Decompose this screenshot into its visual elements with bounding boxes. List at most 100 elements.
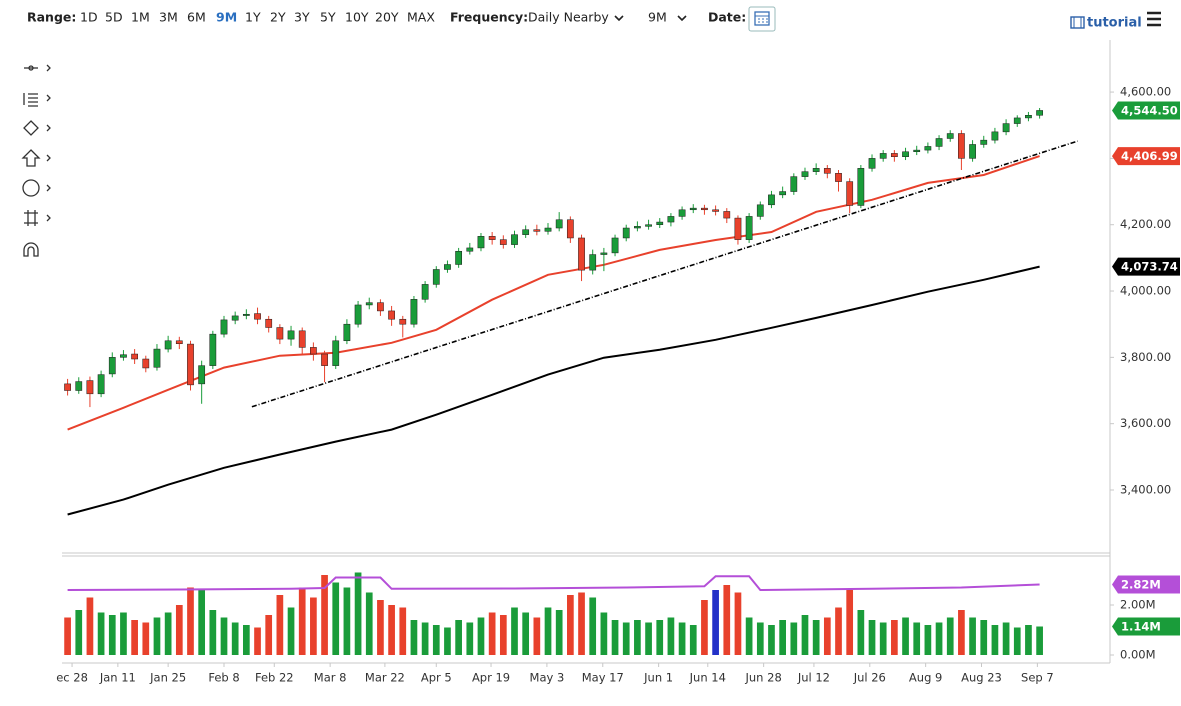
- volume-bar: [946, 617, 954, 655]
- menu-button[interactable]: [1147, 11, 1161, 27]
- volume-bar: [321, 575, 328, 655]
- tool-shape[interactable]: [23, 120, 51, 136]
- x-tick-label: Mar 22: [365, 671, 405, 685]
- volume-bar: [276, 595, 284, 655]
- x-tick-label: Jul 26: [853, 671, 886, 685]
- candle-body: [242, 313, 250, 316]
- volume-bar: [790, 622, 798, 655]
- tutorial-link[interactable]: tutorial: [1070, 16, 1142, 31]
- candle-body: [555, 219, 563, 229]
- candle-body: [377, 302, 384, 312]
- x-tick-label: Sep 7: [1021, 671, 1054, 685]
- x-tick-label: May 3: [530, 671, 565, 685]
- x-tick-label: Jan 11: [99, 671, 136, 685]
- candle-body: [544, 227, 552, 232]
- range-option[interactable]: 1D: [80, 10, 98, 25]
- candle-body: [812, 168, 820, 172]
- volume-bar: [701, 600, 708, 655]
- tutorial-text[interactable]: tutorial: [1087, 16, 1142, 31]
- range-option[interactable]: 1Y: [245, 10, 261, 25]
- x-tick-label: May 17: [582, 671, 624, 685]
- tool-fib[interactable]: [23, 93, 51, 107]
- candle-body: [857, 168, 865, 206]
- candle-body: [466, 247, 474, 252]
- candle-body: [1036, 110, 1043, 116]
- volume-bar: [97, 612, 105, 655]
- candle-body: [354, 304, 362, 325]
- volume-bar: [868, 620, 876, 655]
- candle-body: [365, 302, 373, 306]
- candle-body: [175, 340, 183, 345]
- volume-bar: [142, 622, 150, 655]
- range-option[interactable]: 5Y: [320, 10, 336, 25]
- volume-bar: [209, 610, 217, 655]
- range-option[interactable]: MAX: [407, 10, 435, 25]
- y-tick-label: 3,600.00: [1120, 416, 1171, 430]
- range-option[interactable]: 5D: [105, 10, 123, 25]
- candle-body: [667, 216, 675, 223]
- range-option[interactable]: 20Y: [375, 10, 399, 25]
- x-tick-label: Aug 9: [909, 671, 942, 685]
- volume-bar: [600, 612, 608, 655]
- price-tag-label: 4,073.74: [1121, 260, 1178, 274]
- volume-bar: [734, 592, 742, 655]
- volume-bar: [779, 620, 786, 655]
- volume-bar: [466, 622, 474, 655]
- calendar-button[interactable]: [748, 6, 776, 32]
- candle-body: [656, 221, 664, 225]
- frequency-select[interactable]: Daily Nearby: [528, 10, 609, 25]
- volume-bar: [768, 625, 775, 655]
- x-tick-label: ec 28: [56, 671, 88, 685]
- volume-bar: [1025, 625, 1032, 655]
- range-option[interactable]: 9M: [216, 10, 237, 25]
- volume-bar: [645, 622, 652, 655]
- volume-bar: [835, 607, 842, 655]
- volume-bar: [622, 622, 630, 655]
- price-tag-label: 2.82M: [1121, 578, 1161, 592]
- candle-body: [153, 348, 161, 368]
- candle-body: [701, 207, 708, 211]
- tool-measure[interactable]: [24, 210, 51, 226]
- volume-bar: [421, 622, 429, 655]
- tool-note[interactable]: [22, 179, 51, 197]
- volume-bar: [857, 610, 865, 655]
- tool-arrow[interactable]: [21, 149, 51, 167]
- tool-line[interactable]: [24, 64, 51, 72]
- range-option[interactable]: 10Y: [345, 10, 369, 25]
- candle-body: [902, 151, 909, 157]
- x-tick-label: Feb 8: [208, 671, 239, 685]
- candle-body: [108, 357, 116, 375]
- candle-body: [522, 229, 530, 235]
- range-option[interactable]: 6M: [187, 10, 206, 25]
- candle-body: [287, 330, 295, 340]
- volume-bar: [242, 625, 250, 655]
- y-tick-label: 4,200.00: [1120, 217, 1171, 231]
- candle-body: [198, 365, 206, 385]
- volume-bar: [153, 617, 161, 655]
- tool-magnet[interactable]: [23, 242, 39, 257]
- y-tick-label: 0.00M: [1120, 648, 1156, 662]
- x-tick-label: Feb 22: [255, 671, 294, 685]
- x-tick-label: Aug 23: [961, 671, 1002, 685]
- candle-body: [265, 318, 273, 328]
- volume-bar: [879, 622, 887, 655]
- candle-body: [745, 216, 753, 240]
- x-tick-label: Jun 1: [643, 671, 673, 685]
- candle-body: [946, 133, 954, 139]
- volume-bar: [64, 617, 71, 655]
- period-select[interactable]: 9M: [648, 10, 667, 25]
- volume-bar: [310, 597, 317, 655]
- volume-bar: [131, 620, 138, 655]
- indicator-line: [67, 265, 1040, 516]
- range-option[interactable]: 2Y: [270, 10, 286, 25]
- candle-body: [254, 313, 261, 320]
- candle-body: [142, 358, 150, 369]
- candle-body: [589, 254, 597, 271]
- range-option[interactable]: 1M: [131, 10, 150, 25]
- volume-bar: [164, 612, 172, 655]
- volume-bar: [75, 610, 83, 655]
- candle-body: [835, 173, 842, 182]
- range-option[interactable]: 3Y: [294, 10, 310, 25]
- range-option[interactable]: 3M: [159, 10, 178, 25]
- price-tag: [1112, 257, 1180, 276]
